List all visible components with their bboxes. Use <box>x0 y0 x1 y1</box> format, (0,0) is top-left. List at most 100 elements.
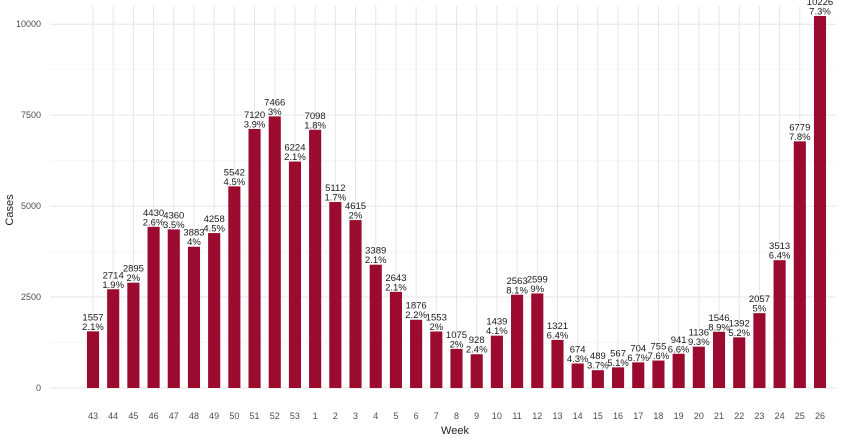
y-tick-label: 7500 <box>21 110 41 120</box>
x-tick-label: 51 <box>250 411 260 421</box>
bar-value-label: 755 <box>651 342 667 353</box>
x-tick-label: 4 <box>373 411 378 421</box>
bar <box>248 128 261 388</box>
bar-percent-label: 4% <box>187 237 201 248</box>
bar <box>187 246 201 388</box>
bar-percent-label: 1.8% <box>304 120 326 131</box>
bar <box>127 282 140 388</box>
bar <box>329 202 342 388</box>
x-tick-label: 14 <box>573 411 583 421</box>
bar <box>551 339 564 388</box>
bar-value-label: 6779 <box>789 122 810 133</box>
x-tick-label: 15 <box>593 411 603 421</box>
x-tick-label: 26 <box>815 411 825 421</box>
bar <box>470 354 483 388</box>
x-tick-label: 6 <box>414 411 419 421</box>
bar <box>733 337 746 388</box>
bar <box>591 370 604 388</box>
bar <box>167 229 180 388</box>
bar-value-label: 4430 <box>143 208 164 219</box>
x-tick-label: 7 <box>434 411 439 421</box>
bar-value-label: 1392 <box>729 318 750 329</box>
x-tick-label: 44 <box>108 411 118 421</box>
bar-value-label: 6224 <box>284 143 305 154</box>
bar-value-label: 1546 <box>708 313 729 324</box>
y-axis-title: Cases <box>4 194 16 226</box>
bar <box>349 220 362 388</box>
bar-percent-label: 4.5% <box>203 224 225 235</box>
bar-value-label: 5542 <box>224 167 245 178</box>
bar-value-label: 489 <box>590 351 606 362</box>
bar-percent-label: 3.9% <box>244 119 266 130</box>
bar <box>288 161 302 388</box>
bar-value-label: 1876 <box>406 301 427 312</box>
y-tick-label: 2500 <box>21 292 41 302</box>
bar-value-label: 928 <box>469 335 485 346</box>
bar <box>813 15 827 388</box>
y-tick-label: 0 <box>36 383 41 393</box>
bar-value-label: 7466 <box>264 97 285 108</box>
bar-percent-label: 2.1% <box>385 282 407 293</box>
bar-value-label: 1553 <box>426 313 447 324</box>
x-tick-label: 47 <box>169 411 179 421</box>
bar <box>208 233 221 388</box>
bar-value-label: 2643 <box>385 273 406 284</box>
bar <box>369 264 382 388</box>
x-tick-label: 23 <box>754 411 764 421</box>
x-tick-label: 12 <box>532 411 542 421</box>
bar <box>793 141 806 388</box>
x-tick-label: 46 <box>149 411 159 421</box>
bar-percent-label: 7.6% <box>648 351 670 362</box>
bar <box>652 360 665 388</box>
bar-value-label: 2599 <box>527 274 548 285</box>
bar-percent-label: 8.1% <box>506 285 528 296</box>
x-tick-label: 21 <box>714 411 724 421</box>
x-axis-title: Week <box>441 425 469 437</box>
bar <box>531 293 544 388</box>
bar <box>692 346 705 388</box>
x-tick-label: 48 <box>189 411 199 421</box>
x-tick-label: 20 <box>694 411 704 421</box>
bar-value-label: 1439 <box>486 317 507 328</box>
bar-percent-label: 7.3% <box>809 6 831 17</box>
bar-value-label: 2714 <box>103 270 124 281</box>
bar <box>147 226 160 388</box>
bar-value-label: 704 <box>630 343 646 354</box>
x-tick-label: 24 <box>775 411 785 421</box>
bar <box>611 367 625 388</box>
bar-value-label: 7120 <box>244 110 265 121</box>
bar-percent-label: 6.7% <box>627 353 649 364</box>
bar-percent-label: 2% <box>349 211 363 222</box>
bar <box>753 313 766 388</box>
bar-percent-label: 2.6% <box>143 217 165 228</box>
bar-percent-label: 4.1% <box>486 326 508 337</box>
x-tick-label: 18 <box>653 411 663 421</box>
bar <box>268 116 281 388</box>
bar-value-label: 4258 <box>204 214 225 225</box>
bar-value-label: 3883 <box>183 228 204 239</box>
x-tick-label: 8 <box>454 411 459 421</box>
bar <box>632 362 645 388</box>
bar-value-label: 5112 <box>325 183 345 194</box>
bar-value-label: 1557 <box>82 312 103 323</box>
bar <box>309 129 322 388</box>
bar-value-label: 10226 <box>807 0 833 8</box>
bar-percent-label: 5% <box>753 304 767 315</box>
bar-percent-label: 2.1% <box>284 152 306 163</box>
bar-percent-label: 7.8% <box>789 132 811 143</box>
bar-percent-label: 4.5% <box>224 177 246 188</box>
bar-percent-label: 5.1% <box>607 358 629 369</box>
bar-percent-label: 6.6% <box>668 344 690 355</box>
bar-percent-label: 3.7% <box>587 361 609 372</box>
bar <box>672 353 685 388</box>
bar-percent-label: 9% <box>530 284 544 295</box>
x-tick-label: 13 <box>552 411 562 421</box>
x-tick-label: 16 <box>613 411 623 421</box>
bar-percent-label: 3.5% <box>163 220 185 231</box>
bar-value-label: 4615 <box>345 201 366 212</box>
x-tick-label: 19 <box>674 411 684 421</box>
bar-value-label: 2563 <box>507 276 528 287</box>
x-tick-label: 5 <box>393 411 398 421</box>
